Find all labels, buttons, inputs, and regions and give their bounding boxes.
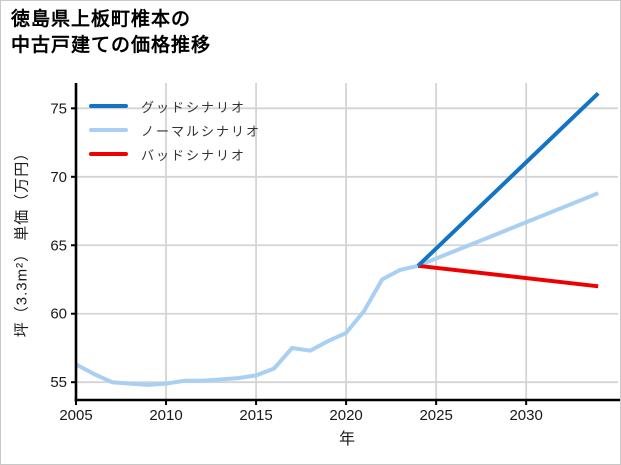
x-tick-label: 2010 [149,407,182,424]
y-tick-label: 65 [50,237,67,254]
legend-swatch-bad-scenario [89,152,128,156]
y-tick-label: 55 [50,374,67,391]
y-tick-label: 75 [50,100,67,117]
x-axis-label: 年 [338,431,355,448]
chart-title: 徳島県上板町椎本の 中古戸建ての価格推移 [11,7,211,59]
legend-label-bad-scenario: バッドシナリオ [141,147,247,163]
legend-item-bad-scenario: バッドシナリオ [89,142,261,166]
chart-legend: グッドシナリオ ノーマルシナリオ バッドシナリオ [89,94,261,166]
x-tick-label: 2025 [419,407,452,424]
x-tick-label: 2020 [329,407,362,424]
x-tick-label: 2015 [239,407,272,424]
series-line-good-scenario [416,91,600,268]
y-axis-label: 坪（3.3m²） 単価（万円） [13,144,31,338]
legend-item-good-scenario: グッドシナリオ [89,94,261,118]
series-line-normal-scenario [75,191,599,387]
x-tick-label: 2030 [509,407,542,424]
legend-item-normal-scenario: ノーマルシナリオ [89,118,261,142]
legend-swatch-good-scenario [89,104,128,108]
y-tick-label: 70 [50,169,67,186]
legend-label-good-scenario: グッドシナリオ [141,99,247,115]
chart-title-line1: 徳島県上板町椎本の [11,9,192,30]
legend-label-normal-scenario: ノーマルシナリオ [141,123,262,139]
y-tick-label: 60 [50,306,67,323]
chart-title-line2: 中古戸建ての価格推移 [11,35,212,57]
legend-swatch-normal-scenario [89,128,128,132]
series-line-bad-scenario [417,263,599,289]
x-tick-label: 2005 [59,407,92,424]
